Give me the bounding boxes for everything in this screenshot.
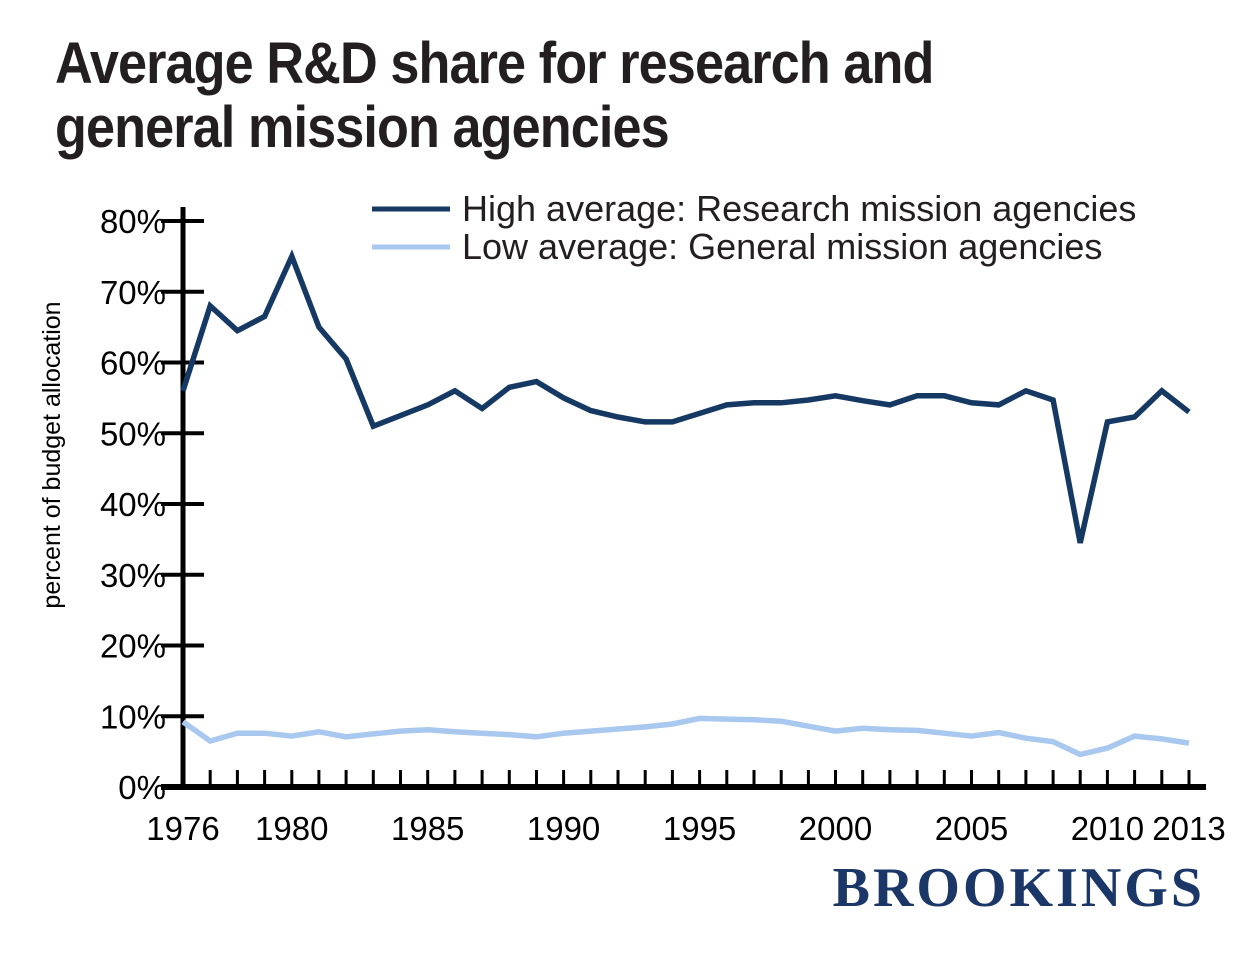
y-tick-label: 60% xyxy=(100,345,166,382)
plot-area: 0% 10% 20% 30% 40% 50% 60% 70% 80% 1976 1980 1985 19… xyxy=(38,203,1226,847)
legend-label-low: Low average: General mission agencies xyxy=(462,226,1102,267)
x-tick-label: 1976 xyxy=(146,810,219,847)
y-tick-label: 20% xyxy=(100,628,166,665)
brookings-logo: BROOKINGS xyxy=(832,857,1205,919)
x-tick-label: 1995 xyxy=(663,810,736,847)
y-tick-label: 40% xyxy=(100,486,166,523)
x-tick-label: 2010 xyxy=(1071,810,1144,847)
x-tick-label: 2005 xyxy=(935,810,1008,847)
y-tick-label: 10% xyxy=(100,698,166,735)
chart-title-line-1: Average R&D share for research and xyxy=(55,31,934,96)
series-line-low xyxy=(181,715,1190,758)
x-tick-label: 1985 xyxy=(391,810,464,847)
y-tick-label: 70% xyxy=(100,274,166,311)
chart-title: Average R&D share for research and gener… xyxy=(55,31,934,160)
chart-title-line-2: general mission agencies xyxy=(55,94,670,160)
x-tick-label: 2000 xyxy=(799,810,872,847)
y-axis-title: percent of budget allocation xyxy=(38,301,66,608)
legend: High average: Research mission agencies … xyxy=(372,188,1136,267)
y-tick-label: 0% xyxy=(118,769,166,806)
legend-label-high: High average: Research mission agencies xyxy=(462,188,1136,229)
x-tick-label: 2013 xyxy=(1152,810,1225,847)
series-line-high xyxy=(180,249,1191,544)
y-tick-label: 80% xyxy=(100,203,166,240)
x-tick-label: 1980 xyxy=(255,810,328,847)
y-tick-label: 50% xyxy=(100,415,166,452)
y-tick-label: 30% xyxy=(100,557,166,594)
x-tick-label: 1990 xyxy=(527,810,600,847)
